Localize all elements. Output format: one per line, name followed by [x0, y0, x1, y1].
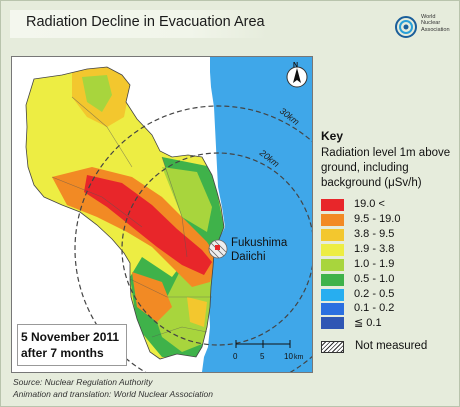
- date-line-1: 5 November 2011: [21, 330, 120, 344]
- key-description: Radiation level 1m above ground, includi…: [321, 147, 451, 189]
- legend-swatch: [321, 229, 344, 241]
- legend-label: 0.1 - 0.2: [354, 302, 395, 314]
- legend-swatch: [321, 244, 344, 256]
- legend-swatch: [321, 289, 344, 301]
- logo-line-2: Nuclear: [421, 20, 441, 27]
- scale-bar: 0 5 10 km: [233, 340, 304, 361]
- legend-swatch: [321, 317, 344, 329]
- source-line-2: Animation and translation: World Nuclear…: [13, 389, 214, 399]
- title-bar: [10, 10, 268, 38]
- scale-label-0: 0: [233, 352, 238, 361]
- legend-label: 3.8 - 9.5: [354, 228, 395, 240]
- legend-label: ≦ 0.1: [354, 317, 382, 329]
- legend-label: 19.0 <: [354, 198, 385, 210]
- legend-swatch: [321, 199, 344, 211]
- ring-20km: [121, 152, 312, 346]
- legend-swatch: [321, 303, 344, 315]
- legend-swatch: [321, 259, 344, 271]
- map-frame: 30km 20km Fukushima Daiichi N 0 5 10 km: [11, 56, 313, 373]
- radiation-map: 30km 20km Fukushima Daiichi N 0 5 10 km: [25, 57, 312, 372]
- source-line-1: Source: Nuclear Regulation Authority: [13, 377, 153, 387]
- municipal-boundaries: [51, 96, 212, 338]
- wna-logo-text: World Nuclear Association: [421, 14, 450, 33]
- plant-label-line-2: Daiichi: [231, 251, 266, 263]
- not-measured-label: Not measured: [355, 340, 428, 352]
- scale-label-5: 5: [260, 352, 265, 361]
- page-title: Radiation Decline in Evacuation Area: [26, 14, 265, 30]
- wna-logo-icon: [395, 16, 417, 38]
- north-arrow-icon: N: [286, 62, 308, 88]
- evacuation-zone-outline: [25, 66, 225, 360]
- date-box: [17, 324, 127, 366]
- logo-line-3: Association: [421, 26, 450, 33]
- plant-label-line-1: Fukushima: [231, 237, 288, 249]
- legend-label: 1.9 - 3.8: [354, 243, 395, 255]
- legend-label: 0.5 - 1.0: [354, 273, 395, 285]
- key-title: Key: [321, 129, 344, 143]
- north-label: N: [293, 62, 298, 69]
- sea-area: [202, 57, 312, 372]
- legend-label: 1.0 - 1.9: [354, 258, 395, 270]
- legend-label: 9.5 - 19.0: [354, 213, 401, 225]
- legend-swatch: [321, 274, 344, 286]
- date-line-2: after 7 months: [21, 346, 104, 360]
- legend-label: 0.2 - 0.5: [354, 288, 395, 300]
- scale-label-km: km: [294, 354, 304, 361]
- legend-swatch: [321, 214, 344, 226]
- logo-line-1: World: [421, 14, 436, 20]
- scale-label-10: 10: [284, 352, 293, 361]
- ring-30km: [74, 105, 312, 372]
- not-measured-swatch: [321, 341, 344, 353]
